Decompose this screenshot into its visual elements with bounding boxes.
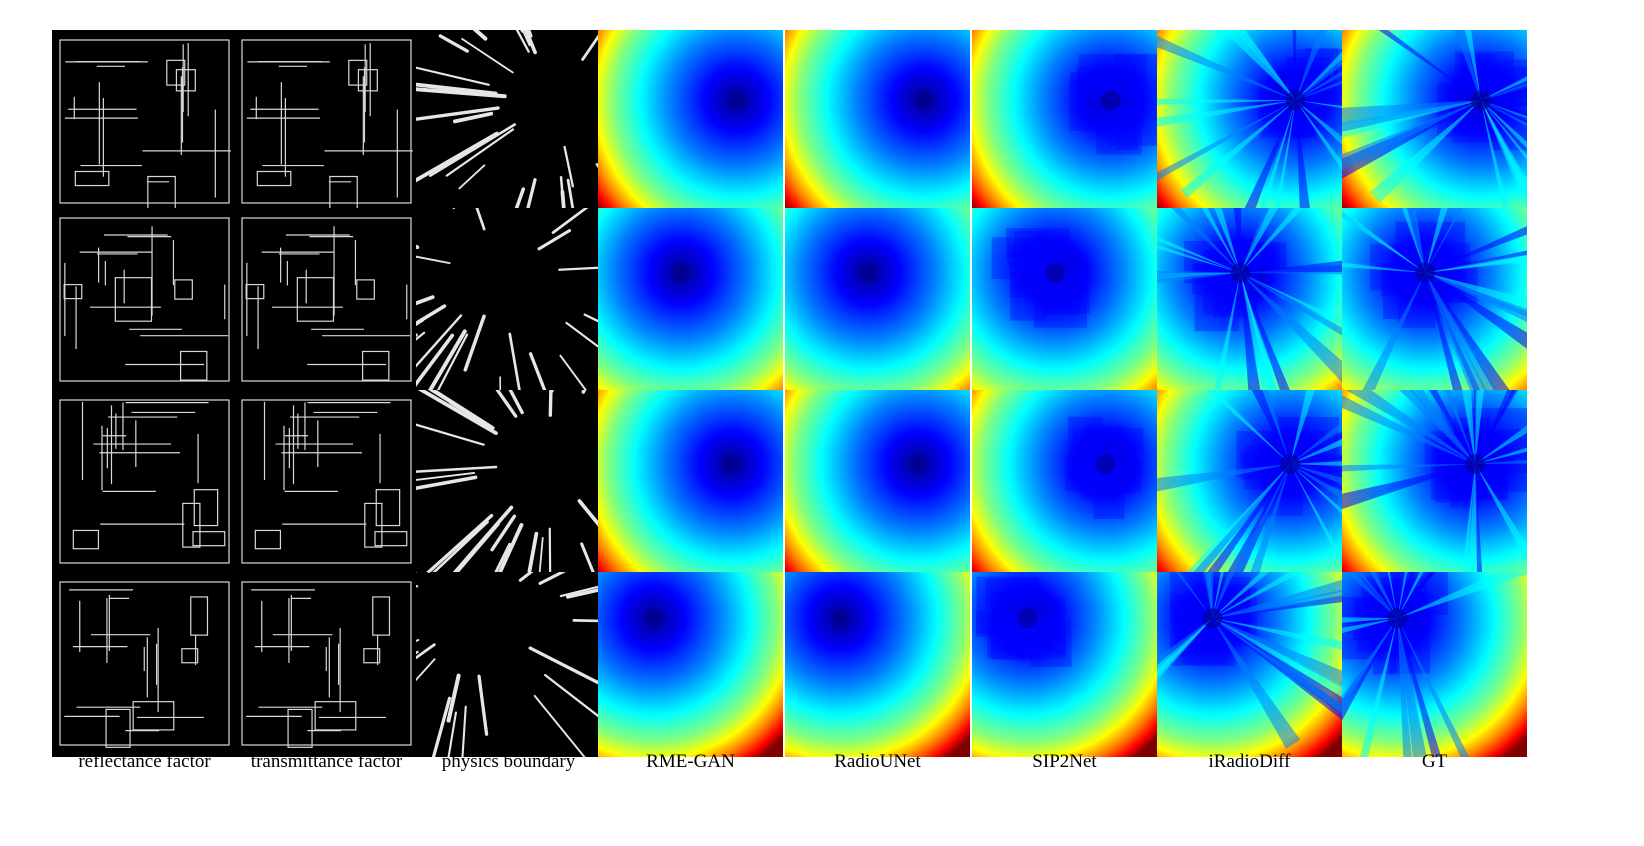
boundary-image-sample-2 (416, 208, 601, 393)
reflectance-column-label: reflectance factor (78, 751, 211, 772)
wall-lines (241, 39, 413, 215)
ray-lines (416, 30, 601, 215)
sip2net-image-sample-4 (972, 572, 1157, 757)
wall-lines (59, 39, 231, 215)
transmittance-image-sample-3 (234, 390, 419, 575)
heatmap-blocks (991, 227, 1090, 328)
gt-image-sample-2 (1342, 208, 1527, 393)
radiounet-image-sample-1 (785, 30, 970, 215)
boundary-image-sample-1 (416, 30, 601, 215)
radiounet-image-sample-2 (785, 208, 970, 393)
wall-lines (241, 217, 412, 382)
rmegan-column-label: RME-GAN (646, 751, 735, 772)
radiounet-image-sample-4 (785, 572, 970, 757)
rmegan-image-sample-3 (598, 390, 783, 575)
iradiodiff-image-sample-1 (1157, 30, 1342, 215)
reflectance-image-sample-3 (52, 390, 237, 575)
sip2net-image-sample-3 (972, 390, 1157, 575)
iradiodiff-column-label: iRadioDiff (1208, 751, 1291, 772)
ray-lines (416, 572, 601, 757)
reflectance-image-sample-4 (52, 572, 237, 757)
ray-lines (416, 390, 601, 575)
wall-lines (241, 399, 412, 564)
transmittance-image-sample-1 (234, 30, 419, 215)
iradiodiff-image-sample-3 (1157, 390, 1342, 575)
boundary-image-sample-3 (416, 390, 601, 575)
wall-lines (59, 399, 230, 564)
iradiodiff-image-sample-4 (1157, 572, 1342, 757)
sip2net-image-sample-2 (972, 208, 1157, 393)
reflectance-image-sample-2 (52, 208, 237, 393)
heatmap-rays (1157, 30, 1342, 215)
sip2net-image-sample-1 (972, 30, 1157, 215)
transmittance-image-sample-2 (234, 208, 419, 393)
wall-lines (241, 581, 412, 748)
sip2net-column-label: SIP2Net (1032, 751, 1097, 772)
radiounet-image-sample-3 (785, 390, 970, 575)
reflectance-image-sample-1 (52, 30, 237, 215)
iradiodiff-image-sample-2 (1157, 208, 1342, 393)
gt-image-sample-3 (1342, 390, 1527, 575)
gt-column-label: GT (1421, 751, 1448, 772)
wall-lines (59, 217, 230, 382)
rmegan-image-sample-2 (598, 208, 783, 393)
transmittance-image-sample-4 (234, 572, 419, 757)
radiounet-column-label: RadioUNet (834, 751, 921, 772)
heatmap-rays (1342, 30, 1527, 215)
rmegan-image-sample-4 (598, 572, 783, 757)
gt-image-sample-4 (1342, 572, 1527, 757)
transmittance-column-label: transmittance factor (250, 751, 403, 772)
rmegan-image-sample-1 (598, 30, 783, 215)
gt-image-sample-1 (1342, 30, 1527, 215)
boundary-column-label: physics boundary (441, 751, 576, 772)
boundary-image-sample-4 (416, 572, 601, 757)
wall-lines (59, 581, 230, 748)
